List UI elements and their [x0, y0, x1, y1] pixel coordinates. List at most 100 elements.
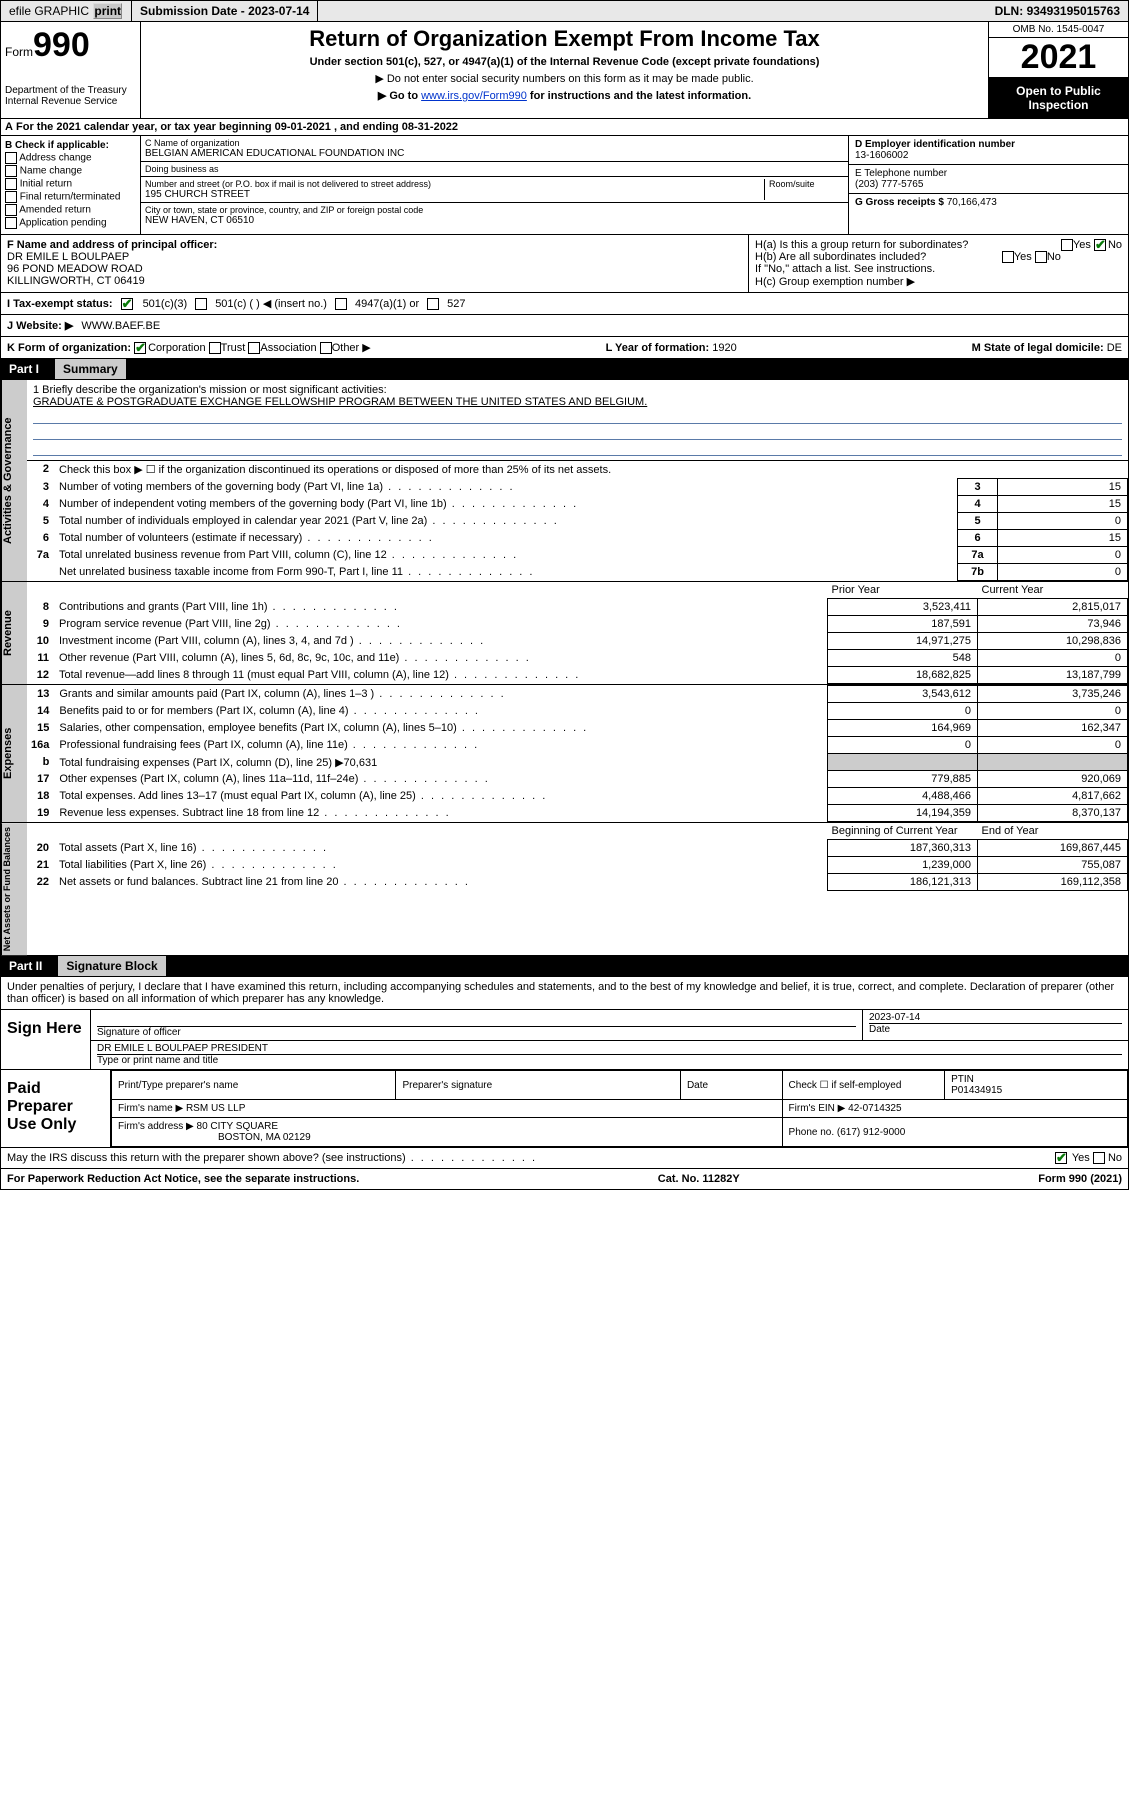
footer-right: Form 990 (2021): [1038, 1173, 1122, 1185]
h-b-note: If "No," attach a list. See instructions…: [755, 263, 1122, 275]
part-2-header: Part II Signature Block: [0, 956, 1129, 977]
line-6: Total number of volunteers (estimate if …: [55, 530, 958, 547]
end-year-hdr: End of Year: [978, 823, 1128, 840]
prep-sig-hdr: Preparer's signature: [396, 1071, 680, 1100]
ein: 13-1606002: [855, 150, 908, 161]
firm-ein: 42-0714325: [848, 1103, 901, 1114]
rev-line-11: Other revenue (Part VIII, column (A), li…: [55, 650, 828, 667]
firm-name: RSM US LLP: [186, 1103, 245, 1114]
net-line-21: Total liabilities (Part X, line 26): [55, 857, 828, 874]
dept-treasury: Department of the Treasury: [5, 85, 136, 96]
sig-officer-label: Signature of officer: [97, 1026, 856, 1038]
firm-phone-label: Phone no.: [789, 1127, 837, 1138]
form-header: Form990 Department of the Treasury Inter…: [0, 22, 1129, 119]
revenue-section: Revenue Prior YearCurrent Year 8Contribu…: [0, 582, 1129, 685]
city: NEW HAVEN, CT 06510: [145, 215, 844, 226]
firm-ein-label: Firm's EIN ▶: [789, 1103, 849, 1114]
line-5: Total number of individuals employed in …: [55, 513, 958, 530]
irs-label: Internal Revenue Service: [5, 96, 136, 107]
gross-receipts: 70,166,473: [947, 197, 997, 208]
exp-line-19: Revenue less expenses. Subtract line 18 …: [55, 805, 827, 822]
check-if-applicable: B Check if applicable: Address change Na…: [1, 136, 141, 234]
firm-name-label: Firm's name ▶: [118, 1103, 183, 1114]
print-button[interactable]: print: [93, 3, 122, 19]
prep-ptin: PTINP01434915: [945, 1071, 1128, 1100]
officer-printed-name: DR EMILE L BOULPAEP PRESIDENT: [97, 1043, 1122, 1054]
irs-link[interactable]: www.irs.gov/Form990: [421, 90, 527, 102]
omb-number: OMB No. 1545-0047: [989, 22, 1128, 38]
net-line-20: Total assets (Part X, line 16): [55, 840, 828, 857]
h-c: H(c) Group exemption number ▶: [755, 275, 1122, 288]
firm-addr-label: Firm's address ▶: [118, 1121, 194, 1132]
org-info-block: B Check if applicable: Address change Na…: [0, 136, 1129, 235]
open-inspection: Open to Public Inspection: [989, 78, 1128, 118]
side-governance: Activities & Governance: [1, 380, 27, 581]
form-title: Return of Organization Exempt From Incom…: [149, 26, 980, 52]
firm-phone: (617) 912-9000: [837, 1127, 905, 1138]
topbar: efile GRAPHIC print Submission Date - 20…: [0, 0, 1129, 22]
form-of-org-row: K Form of organization: Corporation Trus…: [0, 337, 1129, 359]
room-label: Room/suite: [769, 179, 844, 189]
exp-line-16a: Professional fundraising fees (Part IX, …: [55, 737, 827, 754]
city-label: City or town, state or province, country…: [145, 205, 844, 215]
dln: DLN: 93493195015763: [987, 1, 1128, 21]
footer-left: For Paperwork Reduction Act Notice, see …: [7, 1173, 359, 1185]
sig-date: 2023-07-14: [869, 1012, 1122, 1023]
org-name-label: C Name of organization: [145, 138, 844, 148]
may-irs-discuss: May the IRS discuss this return with the…: [0, 1148, 1129, 1169]
tax-year: 2021: [989, 38, 1128, 78]
street-label: Number and street (or P.O. box if mail i…: [145, 179, 764, 189]
begin-year-hdr: Beginning of Current Year: [828, 823, 978, 840]
form-number: Form990: [5, 26, 136, 65]
prior-year-hdr: Prior Year: [828, 582, 978, 599]
officer-addr2: KILLINGWORTH, CT 06419: [7, 275, 145, 287]
h-a: H(a) Is this a group return for subordin…: [755, 239, 1122, 251]
footer-mid: Cat. No. 11282Y: [658, 1173, 740, 1185]
rev-line-9: Program service revenue (Part VIII, line…: [55, 616, 828, 633]
year-formation: 1920: [712, 342, 736, 354]
tax-year-line: A For the 2021 calendar year, or tax yea…: [0, 119, 1129, 136]
prep-date-hdr: Date: [680, 1071, 782, 1100]
dba-label: Doing business as: [145, 164, 844, 174]
efile-label: efile GRAPHIC print: [1, 1, 132, 21]
line-4: Number of independent voting members of …: [55, 496, 958, 513]
current-year-hdr: Current Year: [978, 582, 1128, 599]
netassets-section: Net Assets or Fund Balances Beginning of…: [0, 823, 1129, 956]
website-url: WWW.BAEF.BE: [81, 320, 160, 332]
officer-name: DR EMILE L BOULPAEP: [7, 251, 129, 263]
h-b: H(b) Are all subordinates included? Yes …: [755, 251, 1122, 263]
officer-label: F Name and address of principal officer:: [7, 239, 217, 251]
side-netassets: Net Assets or Fund Balances: [1, 823, 27, 955]
paid-preparer-label: Paid Preparer Use Only: [1, 1070, 111, 1147]
ein-label: D Employer identification number: [855, 139, 1015, 150]
exp-line-14: Benefits paid to or for members (Part IX…: [55, 703, 827, 720]
501c3-check: [121, 298, 133, 310]
officer-addr1: 96 POND MEADOW ROAD: [7, 263, 143, 275]
line-3: Number of voting members of the governin…: [55, 479, 958, 496]
side-revenue: Revenue: [1, 582, 27, 684]
firm-addr2: BOSTON, MA 02129: [218, 1132, 311, 1143]
sign-here-block: Sign Here Signature of officer 2023-07-1…: [0, 1010, 1129, 1070]
form-subtitle: Under section 501(c), 527, or 4947(a)(1)…: [149, 56, 980, 68]
side-expenses: Expenses: [1, 685, 27, 822]
rev-line-12: Total revenue—add lines 8 through 11 (mu…: [55, 667, 828, 684]
exp-line-17: Other expenses (Part IX, column (A), lin…: [55, 771, 827, 788]
note-link: ▶ Go to www.irs.gov/Form990 for instruct…: [149, 89, 980, 102]
line-2: Check this box ▶ ☐ if the organization d…: [55, 461, 1128, 479]
paid-preparer-block: Paid Preparer Use Only Print/Type prepar…: [0, 1070, 1129, 1148]
prep-selfemp: Check ☐ if self-employed: [782, 1071, 945, 1100]
firm-addr1: 80 CITY SQUARE: [197, 1121, 279, 1132]
name-title-label: Type or print name and title: [97, 1054, 1122, 1066]
net-line-22: Net assets or fund balances. Subtract li…: [55, 874, 828, 891]
rev-line-10: Investment income (Part VIII, column (A)…: [55, 633, 828, 650]
sign-here-label: Sign Here: [1, 1010, 91, 1069]
exp-line-13: Grants and similar amounts paid (Part IX…: [55, 686, 827, 703]
mission-text: GRADUATE & POSTGRADUATE EXCHANGE FELLOWS…: [33, 396, 1122, 408]
exp-line-15: Salaries, other compensation, employee b…: [55, 720, 827, 737]
street: 195 CHURCH STREET: [145, 189, 764, 200]
phone: (203) 777-5765: [855, 179, 923, 190]
sig-date-label: Date: [869, 1023, 1122, 1035]
mission-block: 1 Briefly describe the organization's mi…: [27, 380, 1128, 461]
line-7b: Net unrelated business taxable income fr…: [55, 564, 958, 581]
part-1-header: Part I Summary: [0, 359, 1129, 380]
